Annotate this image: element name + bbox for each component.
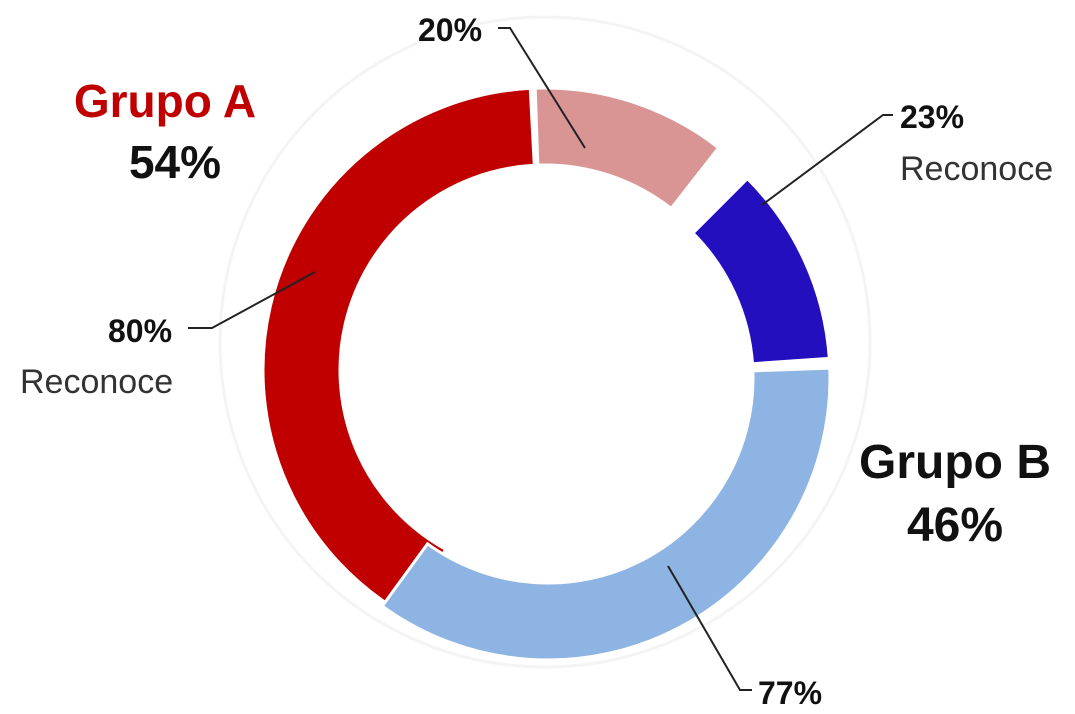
leader-line-a-reconoce — [188, 271, 316, 329]
group-b-percent: 46% — [907, 499, 1003, 552]
group-a-percent: 54% — [129, 136, 221, 188]
slice-a-other-value: 20% — [418, 12, 482, 48]
group-a-title: Grupo A — [74, 75, 256, 127]
leader-line-a-other — [498, 27, 586, 149]
group-b-title: Grupo B — [859, 436, 1051, 489]
slice-b-reconoce-value: 23% — [900, 99, 964, 135]
slice-grupo-a-otro — [533, 86, 721, 211]
leader-line-b-reconoce — [761, 114, 893, 206]
slice-a-reconoce-label: Reconoce — [20, 363, 173, 401]
slice-grupo-a-reconoce — [261, 86, 536, 619]
slice-grupo-b-otro — [380, 366, 832, 662]
slice-a-reconoce-value: 80% — [108, 313, 172, 349]
slice-b-other-value: 77% — [758, 675, 822, 711]
donut-slices — [261, 86, 832, 662]
background-ring — [218, 15, 872, 669]
leader-line-b-other — [667, 565, 752, 691]
slice-b-reconoce-label: Reconoce — [900, 150, 1053, 188]
slice-grupo-b-reconoce — [690, 176, 831, 366]
leader-lines — [188, 27, 893, 691]
